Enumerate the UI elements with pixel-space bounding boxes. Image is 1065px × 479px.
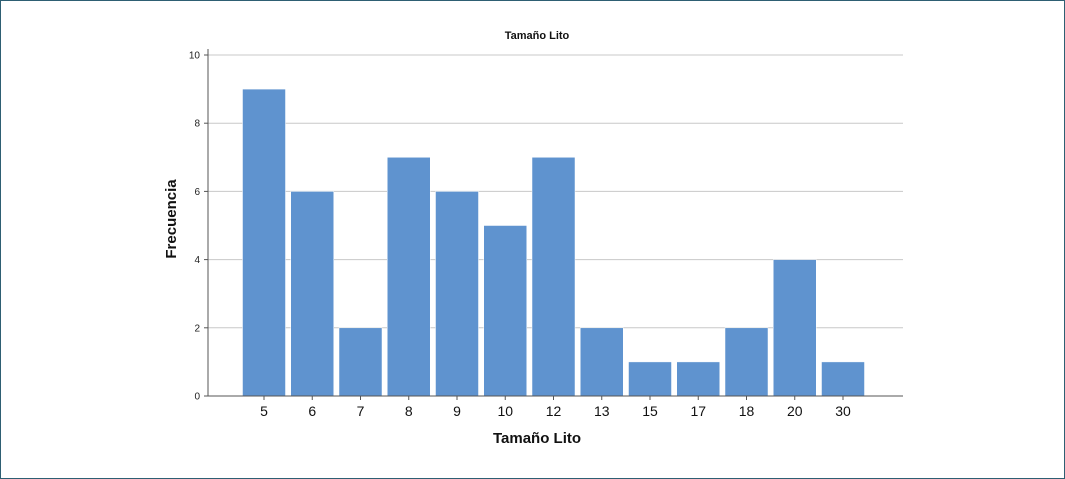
- bar: [435, 191, 479, 397]
- axes: [204, 49, 903, 400]
- y-tick-label: 2: [194, 323, 200, 334]
- x-tick-labels: 5 6 7 8 9 10 12 13 15 17 18 20 30: [260, 403, 851, 419]
- y-tick-label: 6: [194, 187, 200, 198]
- bar: [821, 361, 865, 397]
- x-tick-label: 17: [690, 403, 706, 419]
- x-tick-label: 8: [405, 403, 413, 419]
- x-axis-label: Tamaño Lito: [493, 430, 581, 447]
- x-tick-label: 10: [497, 403, 513, 419]
- y-tick-label: 4: [194, 255, 200, 266]
- bar: [483, 225, 527, 397]
- bar: [387, 157, 431, 397]
- x-tick-label: 18: [739, 403, 755, 419]
- y-axis-label: Frecuencia: [163, 179, 180, 259]
- bar: [773, 259, 817, 397]
- x-tick-label: 9: [453, 403, 461, 419]
- bar: [242, 88, 286, 397]
- chart-title: Tamaño Lito: [505, 30, 570, 42]
- bar: [724, 327, 769, 397]
- y-tick-label: 0: [194, 392, 200, 403]
- x-tick-label: 12: [546, 403, 562, 419]
- x-tick-label: 20: [787, 403, 803, 419]
- x-tick-label: 7: [357, 403, 365, 419]
- bars: [242, 88, 865, 397]
- x-tick-label: 13: [594, 403, 610, 419]
- x-tick-label: 6: [308, 403, 316, 419]
- x-tick-label: 5: [260, 403, 268, 419]
- bar: [580, 327, 624, 397]
- x-tick-label: 15: [642, 403, 658, 419]
- bar: [290, 191, 334, 397]
- y-tick-label: 8: [194, 119, 200, 130]
- y-tick-labels: 0 2 4 6 8 10: [189, 51, 201, 403]
- y-tick-label: 10: [189, 51, 201, 62]
- x-tick-label: 30: [835, 403, 851, 419]
- bar: [676, 361, 720, 397]
- bar: [531, 157, 576, 397]
- bar: [338, 327, 383, 397]
- bar: [628, 361, 672, 397]
